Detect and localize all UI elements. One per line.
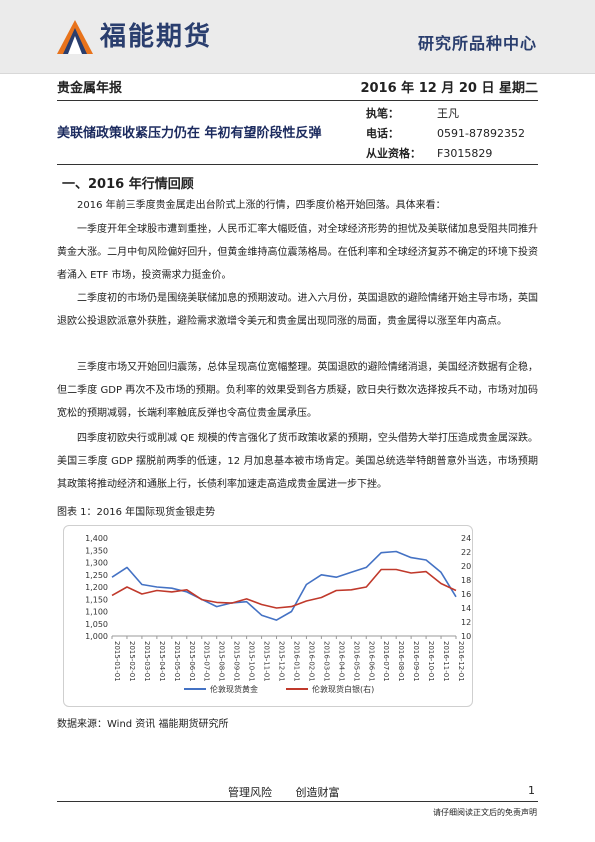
page-header: 福能期货 研究所品种中心 xyxy=(0,0,595,74)
x-tick-label: 2016-07-01 xyxy=(382,641,390,682)
y-left-tick-label: 1,150 xyxy=(85,595,108,604)
figure-caption: 图表 1：2016 年国际现货金银走势 xyxy=(57,507,216,518)
x-tick-label: 2015-11-01 xyxy=(263,641,271,682)
page-number: 1 xyxy=(528,784,535,797)
author-meta: 执笔： 王凡 电话： 0591-87892352 从业资格： F3015829 xyxy=(366,104,541,164)
x-tick-label: 2015-12-01 xyxy=(278,641,286,682)
paragraph: 一季度开年全球股市遭到重挫，人民币汇率大幅贬值，对全球经济形势的担忧及美联储加息… xyxy=(57,224,538,281)
x-tick-label: 2016-11-01 xyxy=(442,641,450,682)
report-date: 2016 年 12 月 20 日 星期二 xyxy=(360,81,538,96)
y-right-tick-label: 16 xyxy=(461,590,471,599)
silver-price-line xyxy=(111,568,457,609)
legend-label: 伦敦现货白银(右) xyxy=(312,684,374,694)
y-right-tick-label: 12 xyxy=(461,618,471,627)
footer-divider xyxy=(57,801,538,802)
report-info-row: 贵金属年报 2016 年 12 月 20 日 星期二 xyxy=(57,79,538,99)
gold-price-line xyxy=(111,550,457,621)
paragraph: 2016 年前三季度贵金属走出台阶式上涨的行情，四季度价格开始回落。具体来看： xyxy=(77,200,446,211)
x-tick-label: 2016-09-01 xyxy=(412,641,420,682)
header-divider xyxy=(57,100,538,101)
meta-value: F3015829 xyxy=(437,147,493,160)
meta-key: 从业资格： xyxy=(366,147,421,160)
footer-slogan-right: 创造财富 xyxy=(295,786,340,799)
meta-value: 0591-87892352 xyxy=(437,127,525,140)
x-tick-label: 2015-06-01 xyxy=(188,641,196,682)
x-tick-label: 2016-02-01 xyxy=(307,641,315,682)
x-tick-label: 2016-04-01 xyxy=(337,641,345,682)
meta-key: 执笔： xyxy=(366,107,399,120)
y-left-tick-label: 1,200 xyxy=(85,583,108,592)
y-right-tick-label: 20 xyxy=(461,562,471,571)
section-title: 一、2016 年行情回顾 xyxy=(62,177,194,192)
meta-row: 电话： 0591-87892352 xyxy=(366,124,541,144)
legend-label: 伦敦现货黄金 xyxy=(210,684,258,694)
paragraph: 三季度市场又开始回归震荡，总体呈现高位宽幅整理。英国退欧的避险情绪消退，美国经济… xyxy=(57,362,538,419)
y-right-tick-label: 24 xyxy=(461,534,471,543)
x-tick-label: 2015-09-01 xyxy=(233,641,241,682)
report-type: 贵金属年报 xyxy=(57,81,123,96)
y-left-tick-label: 1,400 xyxy=(85,534,108,543)
y-left-tick-label: 1,350 xyxy=(85,546,108,555)
x-tick-label: 2016-03-01 xyxy=(322,641,330,682)
brand-name: 福能期货 xyxy=(100,22,213,52)
x-tick-label: 2015-03-01 xyxy=(143,641,151,682)
meta-divider xyxy=(57,164,538,165)
x-tick-label: 2016-01-01 xyxy=(292,641,300,682)
research-center: 研究所品种中心 xyxy=(417,34,537,53)
x-tick-label: 2015-05-01 xyxy=(173,641,181,682)
y-right-tick-label: 14 xyxy=(461,604,471,613)
x-tick-label: 2016-10-01 xyxy=(427,641,435,682)
logo-icon xyxy=(57,20,93,54)
meta-value: 王凡 xyxy=(437,107,459,120)
y-right-tick-label: 18 xyxy=(461,576,471,585)
chart-svg: 1,000 1,050 1,100 1,150 1,200 1,250 1,300 1,350… xyxy=(85,534,471,694)
y-right-tick-label: 22 xyxy=(461,548,471,557)
x-tick-label: 2015-01-01 xyxy=(113,641,121,682)
x-tick-label: 2015-04-01 xyxy=(158,641,166,682)
gold-silver-chart: 1,000 1,050 1,100 1,150 1,200 1,250 1,300 1,350… xyxy=(63,525,473,707)
headline: 美联储政策收紧压力仍在 年初有望阶段性反弹 xyxy=(57,126,322,141)
paragraph: 四季度初欧央行或削减 QE 规模的传言强化了货币政策收紧的预期，空头借势大举打压… xyxy=(57,433,538,490)
y-right-tick-label: 10 xyxy=(461,632,471,641)
meta-row: 从业资格： F3015829 xyxy=(366,144,541,164)
footer-slogan-left: 管理风险 xyxy=(228,786,272,799)
paragraph: 二季度初的市场仍是围绕美联储加息的预期波动。进入六月份，英国退欧的避险情绪开始主… xyxy=(57,293,538,327)
x-tick-label: 2016-12-01 xyxy=(457,641,465,682)
y-left-tick-label: 1,050 xyxy=(85,620,108,629)
meta-row: 执笔： 王凡 xyxy=(366,104,541,124)
x-tick-label: 2015-08-01 xyxy=(218,641,226,682)
x-tick-label: 2016-05-01 xyxy=(352,641,360,682)
x-tick-label: 2016-08-01 xyxy=(397,641,405,682)
y-left-tick-label: 1,000 xyxy=(85,632,108,641)
x-tick-label: 2015-10-01 xyxy=(248,641,256,682)
y-left-tick-label: 1,100 xyxy=(85,608,108,617)
data-source: 数据来源：Wind 资讯 福能期货研究所 xyxy=(57,719,229,730)
x-tick-label: 2016-06-01 xyxy=(367,641,375,682)
page-footer: 管理风险 创造财富 1 xyxy=(0,781,595,811)
meta-key: 电话： xyxy=(366,127,399,140)
x-tick-label: 2015-07-01 xyxy=(203,641,211,682)
x-tick-label: 2015-02-01 xyxy=(128,641,136,682)
disclaimer: 请仔细阅读正文后的免责声明 xyxy=(433,808,537,817)
y-left-tick-label: 1,250 xyxy=(85,571,108,580)
y-left-tick-label: 1,300 xyxy=(85,559,108,568)
